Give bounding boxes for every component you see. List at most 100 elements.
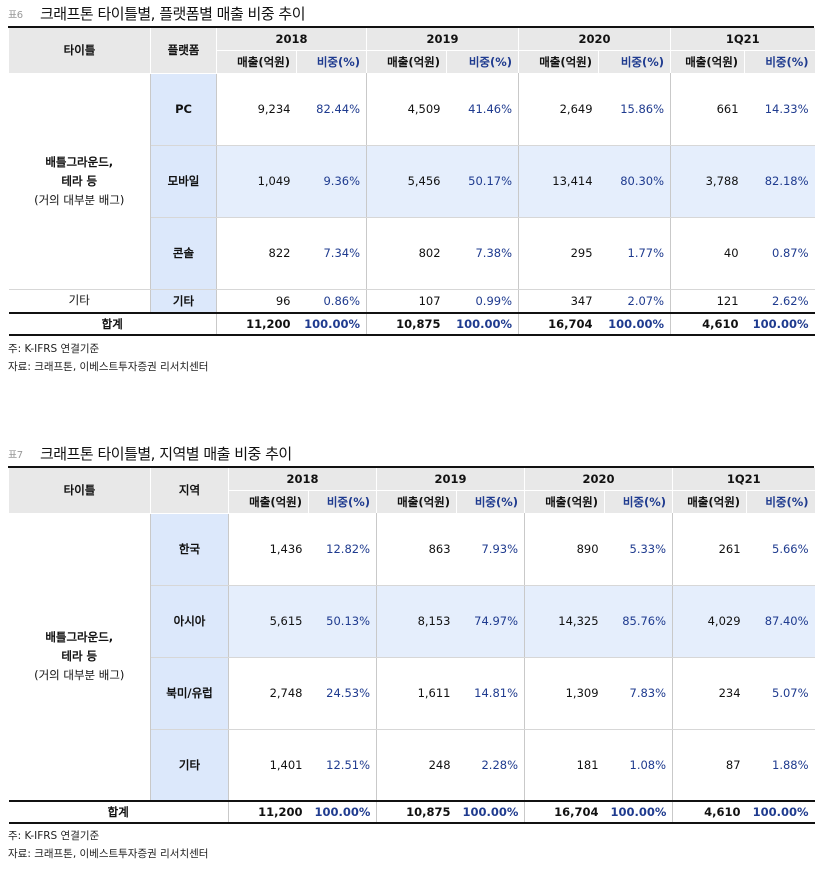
cell-value: 100.00%: [744, 311, 815, 336]
cell-value: 100.00%: [746, 800, 815, 824]
cell-value: 15.86%: [598, 73, 671, 146]
table-row: 아시아 5,615 50.13% 8,153 74.97% 14,325 85.…: [9, 585, 815, 658]
cell-value: 234: [672, 657, 747, 730]
cell-value: 11,200: [216, 311, 297, 336]
cell-value: 1,401: [228, 729, 309, 802]
sub-header-sales: 매출(억원): [376, 490, 457, 513]
cell-value: 1.77%: [598, 217, 671, 290]
cell-value: 1,309: [524, 657, 605, 730]
cell-value: 261: [672, 513, 747, 586]
cell-value: 9,234: [216, 73, 297, 146]
year-header: 2019: [366, 28, 519, 51]
group-name-line2: 테라 등: [61, 649, 98, 664]
cell-value: 5.66%: [746, 513, 815, 586]
table-row: 북미/유럽 2,748 24.53% 1,611 14.81% 1,309 7.…: [9, 657, 815, 730]
cell-value: 121: [670, 289, 745, 313]
cell-value: 890: [524, 513, 605, 586]
cell-value: 85.76%: [604, 585, 673, 658]
sub-header-sales: 매출(억원): [228, 490, 309, 513]
sub-header-sales: 매출(억원): [670, 50, 745, 73]
cell-value: 100.00%: [446, 311, 519, 336]
cell-value: 96: [216, 289, 297, 313]
cell-value: 0.99%: [475, 293, 513, 308]
cell-value: 50.17%: [446, 145, 519, 218]
sub-header-ratio: 비중(%): [446, 50, 519, 73]
cell-value: 8,153: [376, 585, 457, 658]
table-note: 주: K-IFRS 연결기준: [8, 343, 100, 355]
cell-value: 12.82%: [308, 513, 377, 586]
sub-header-ratio: 비중(%): [307, 490, 377, 513]
title-group-cell: 배틀그라운드, 테라 등 (거의 대부분 배그): [8, 513, 151, 802]
cell-value: 2.07%: [627, 293, 665, 308]
platform-revenue-table: 타이틀 플랫폼 2018 2019 2020 1Q21 매출(억원) 비중(%)…: [8, 28, 815, 336]
cell-value: 100.00%: [296, 311, 367, 336]
year-header: 2019: [376, 468, 525, 491]
group-name-line1: 배틀그라운드,: [45, 630, 114, 645]
group-name-line2: 테라 등: [61, 173, 98, 188]
cell-value: 87: [672, 729, 747, 802]
sub-header-ratio: 비중(%): [604, 490, 673, 513]
cell-value: 7.38%: [446, 217, 519, 290]
cell-value: 16,704: [518, 311, 599, 336]
cell-value: 50.13%: [308, 585, 377, 658]
sub-header-ratio: 비중(%): [746, 490, 815, 513]
cell-value: 7.93%: [456, 513, 525, 586]
year-header: 2018: [227, 468, 377, 491]
group-note: (거의 대부분 배그): [34, 192, 125, 207]
cell-value: 5.33%: [604, 513, 673, 586]
cell-value: 248: [376, 729, 457, 802]
region-table-section: 표7 크래프톤 타이틀별, 지역별 매출 비중 추이 타이틀 지역 2018 2…: [8, 442, 815, 862]
etc-group-cell: 기타: [8, 289, 151, 313]
title-group-cell: 배틀그라운드, 테라 등 (거의 대부분 배그): [8, 73, 151, 290]
table-tag: 표7: [8, 449, 23, 461]
year-header: 2020: [524, 468, 673, 491]
sub-header-ratio: 비중(%): [598, 50, 671, 73]
cell-value: 82.44%: [296, 73, 367, 146]
top-rule: [8, 466, 814, 468]
cell-value: 1,436: [228, 513, 309, 586]
region-label: 기타: [150, 729, 229, 802]
col-header-platform: 플랫폼: [150, 28, 217, 74]
cell-value: 2.28%: [456, 729, 525, 802]
col-header-region: 지역: [150, 468, 229, 514]
cell-value: 100.00%: [456, 800, 525, 824]
total-row: 합계 11,200 100.00% 10,875 100.00% 16,704 …: [8, 800, 815, 824]
cell-value: 16,704: [524, 800, 605, 824]
cell-value: 24.53%: [308, 657, 377, 730]
cell-value: 1,611: [376, 657, 457, 730]
cell-value: 4,509: [366, 73, 447, 146]
table-row: 배틀그라운드, 테라 등 (거의 대부분 배그) 한국 1,436 12.82%…: [8, 513, 815, 802]
total-label: 합계: [8, 311, 217, 336]
table-source: 자료: 크래프톤, 이베스트투자증권 리서치센터: [8, 361, 209, 373]
year-header: 1Q21: [670, 28, 815, 51]
col-header-title: 타이틀: [8, 28, 151, 74]
table-row: 배틀그라운드, 테라 등 (거의 대부분 배그) PC 9,234 82.44%…: [8, 73, 815, 290]
cell-value: 14,325: [524, 585, 605, 658]
group-note: (거의 대부분 배그): [34, 668, 125, 683]
cell-value: 863: [376, 513, 457, 586]
cell-value: 80.30%: [598, 145, 671, 218]
cell-value: 3,788: [670, 145, 745, 218]
region-revenue-table: 타이틀 지역 2018 2019 2020 1Q21 매출(억원) 비중(%) …: [8, 468, 815, 824]
cell-value: 7.83%: [604, 657, 673, 730]
table-row: 기타 기타 96 0.86% 107 0.99% 347 2.07% 121 2…: [8, 289, 815, 313]
cell-value: 2,649: [518, 73, 599, 146]
cell-value: 87.40%: [746, 585, 815, 658]
top-rule: [8, 26, 814, 28]
table-title: 크래프톤 타이틀별, 지역별 매출 비중 추이: [40, 444, 292, 463]
cell-value: 11,200: [228, 800, 309, 824]
cell-value: 41.46%: [446, 73, 519, 146]
table-source: 자료: 크래프톤, 이베스트투자증권 리서치센터: [8, 847, 209, 860]
sub-header-sales: 매출(억원): [672, 490, 747, 513]
table-title-row: 표7 크래프톤 타이틀별, 지역별 매출 비중 추이: [8, 442, 814, 464]
cell-value: 181: [524, 729, 605, 802]
table-note: 주: K-IFRS 연결기준: [8, 829, 100, 842]
cell-value: 0.86%: [323, 293, 361, 308]
total-row: 합계 11,200 100.00% 10,875 100.00% 16,704 …: [8, 311, 815, 336]
sub-header-sales: 매출(억원): [524, 490, 605, 513]
platform-label: 콘솔: [150, 217, 217, 290]
table-row: 모바일 1,049 9.36% 5,456 50.17% 13,414 80.3…: [9, 145, 815, 218]
cell-value: 5,456: [366, 145, 447, 218]
cell-value: 10,875: [376, 800, 457, 824]
col-header-title: 타이틀: [8, 468, 151, 514]
